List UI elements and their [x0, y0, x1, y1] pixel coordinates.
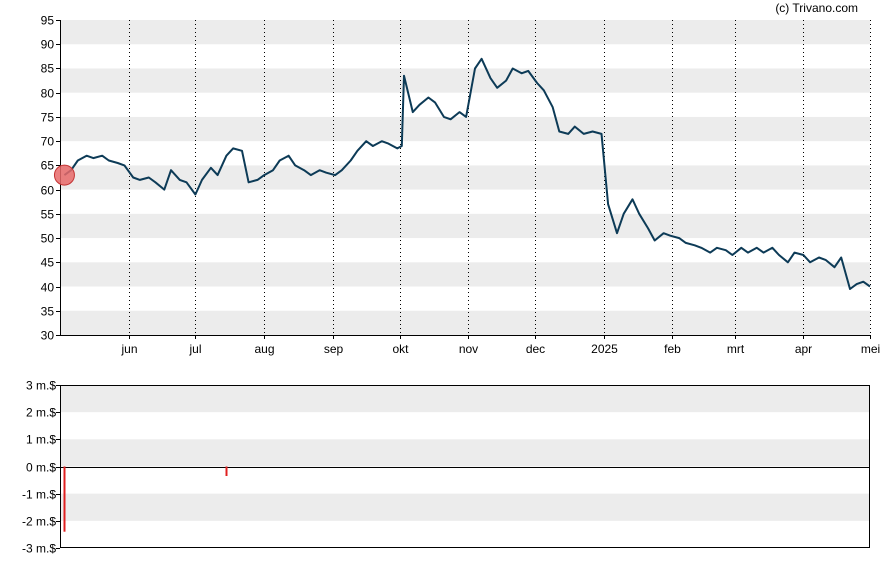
price-y-tick-label: 80	[41, 87, 55, 101]
price-grid-band	[60, 262, 870, 287]
price-x-tick-label: sep	[324, 342, 344, 356]
flow-grid-band	[60, 439, 870, 467]
price-y-tick-label: 90	[41, 38, 55, 52]
flow-panel: 3 m.$ 2 m.$ 1 m.$ 0 m.$ -1 m.$ -2 m.$ -3 m.$	[22, 379, 870, 556]
price-grid-band	[60, 116, 870, 142]
price-y-tick-label: 45	[41, 256, 55, 270]
price-y-tick-label: 55	[41, 208, 55, 222]
price-y-tick-label: 30	[41, 329, 55, 343]
flow-y-tick-label: -1 m.$	[22, 488, 56, 502]
flow-y-tick-label: 1 m.$	[26, 433, 56, 447]
price-y-tick-label: 50	[41, 232, 55, 246]
price-grid-band	[60, 68, 870, 93]
flow-y-tick-label: 2 m.$	[26, 406, 56, 420]
price-grid-band	[60, 20, 870, 45]
price-x-tick-label: nov	[459, 342, 478, 356]
price-y-tick-label: 75	[41, 111, 55, 125]
price-x-tick-label: 2025	[591, 342, 618, 356]
price-series-line	[63, 57, 871, 290]
price-grid-band	[60, 165, 870, 190]
price-y-tick-label: 35	[41, 305, 55, 319]
price-y-tick-label: 65	[41, 159, 55, 173]
price-x-tick-label: mrt	[727, 342, 745, 356]
flow-frame	[60, 385, 870, 548]
price-x-tick-label: feb	[664, 342, 681, 356]
flow-y-tick-label: -2 m.$	[22, 515, 56, 529]
price-y-tick-label: 95	[41, 14, 55, 28]
price-x-tick-label: dec	[526, 342, 545, 356]
price-x-tick-label: jul	[188, 342, 201, 356]
price-x-tick-label: aug	[254, 342, 274, 356]
price-x-tick-label: jun	[120, 342, 137, 356]
flow-y-tick-label: -3 m.$	[22, 542, 56, 556]
flow-y-tick-label: 3 m.$	[26, 379, 56, 393]
price-y-tick-label: 40	[41, 281, 55, 295]
price-x-tick-label: mei	[861, 342, 880, 356]
price-grid-band	[60, 213, 870, 239]
price-x-tick-label: okt	[392, 342, 409, 356]
price-y-tick-label: 60	[41, 184, 55, 198]
price-grid-band	[60, 310, 870, 335]
credit-text: (c) Trivano.com	[775, 1, 858, 15]
price-x-tick-label: apr	[795, 342, 812, 356]
price-y-tick-label: 70	[41, 135, 55, 149]
flow-grid-band	[60, 385, 870, 413]
flow-grid-band	[60, 493, 870, 521]
price-start-marker	[53, 164, 75, 186]
flow-y-tick-label: 0 m.$	[26, 461, 56, 475]
price-y-tick-label: 85	[41, 62, 55, 76]
price-panel: jun jul aug sep okt nov dec 2025 feb mrt apr mei 30 3…	[41, 14, 881, 357]
